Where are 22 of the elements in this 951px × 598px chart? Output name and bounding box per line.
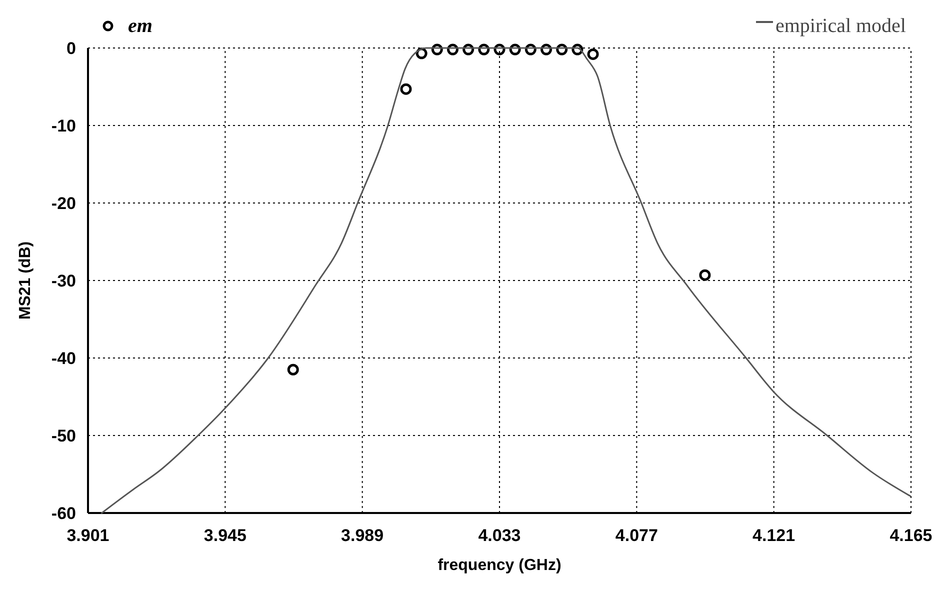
x-tick-label: 3.945 [204,526,246,545]
x-axis-title: frequency (GHz) [438,557,562,574]
y-tick-label: -30 [51,272,76,290]
y-tick-label: -60 [51,504,76,523]
y-axis-title: MS21 (dB) [17,241,34,320]
point [587,48,599,60]
x-tick-label: 4.121 [752,526,796,545]
x-tick-label: 4.077 [615,526,658,545]
legend-label: empirical model [775,15,906,37]
point [400,83,412,95]
y-tick-label: -10 [51,116,76,136]
x-tick-label: 4.165 [890,526,932,545]
x-tick-label: 3.989 [341,526,384,545]
y-tick-label: -50 [51,426,76,446]
y-tick-label: -20 [51,194,76,213]
x-tick-label: 3.901 [66,526,110,545]
point [699,269,711,281]
y-tick-label: 0 [66,39,76,58]
point [287,364,299,376]
y-tick-label: -40 [51,349,76,368]
x-tick-label: 4.033 [478,526,521,545]
legend-label: em [128,15,152,37]
